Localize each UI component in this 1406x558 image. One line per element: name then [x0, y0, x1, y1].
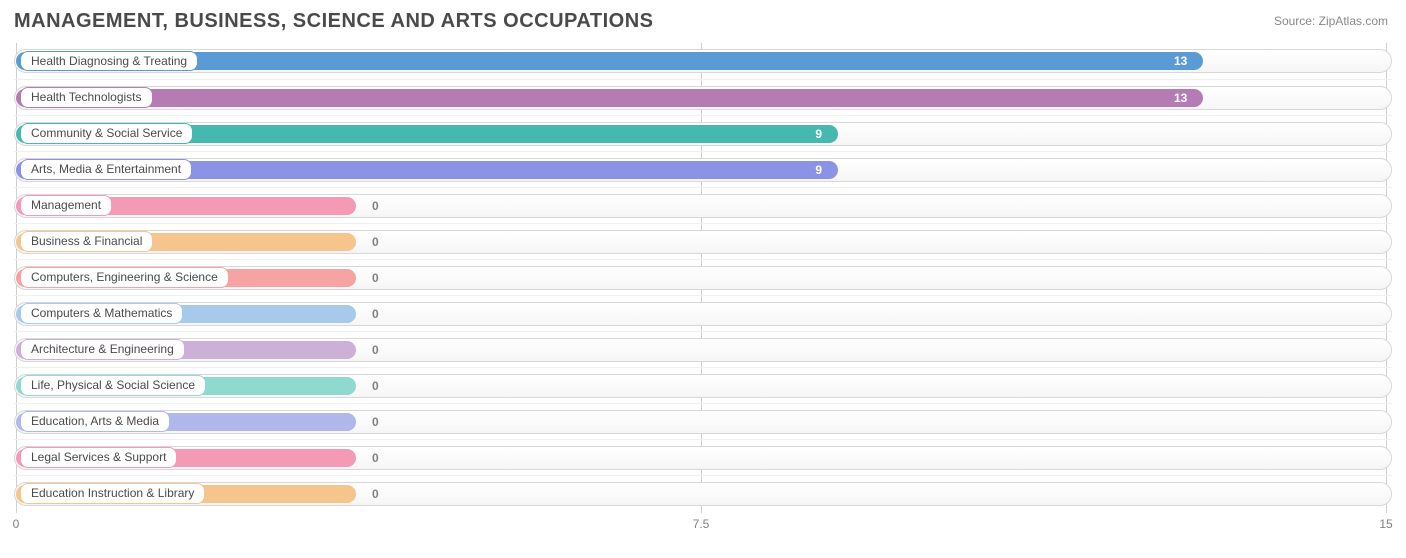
bar-value: 0 — [372, 199, 379, 213]
bar-fill: Community & Social Service 9 — [16, 125, 838, 143]
bar-row: Architecture & Engineering 0 — [14, 331, 1392, 367]
bar-label-pill: Health Diagnosing & Treating — [20, 51, 198, 71]
source-label: Source: — [1274, 14, 1315, 28]
bar-value: 0 — [372, 271, 379, 285]
bar-label-pill: Education Instruction & Library — [20, 483, 205, 503]
bar-fill: Business & Financial — [16, 233, 356, 251]
bar-value: 0 — [372, 451, 379, 465]
bar-row: Computers, Engineering & Science 0 — [14, 259, 1392, 295]
bar-row: Management 0 — [14, 187, 1392, 223]
bar-label-pill: Computers, Engineering & Science — [20, 267, 229, 287]
bar-label-pill: Computers & Mathematics — [20, 303, 183, 323]
x-tick-label: 0 — [13, 517, 20, 531]
chart-title: MANAGEMENT, BUSINESS, SCIENCE AND ARTS O… — [14, 10, 1392, 33]
bar-fill: Architecture & Engineering — [16, 341, 356, 359]
bar-fill: Legal Services & Support — [16, 449, 356, 467]
rows-wrap: Health Diagnosing & Treating13Health Tec… — [14, 43, 1392, 511]
bar-fill: Computers & Mathematics — [16, 305, 356, 323]
bar-label-pill: Business & Financial — [20, 231, 153, 251]
bar-row: Life, Physical & Social Science 0 — [14, 367, 1392, 403]
bar-value: 0 — [372, 487, 379, 501]
bar-label-pill: Legal Services & Support — [20, 447, 177, 467]
bar-label-pill: Community & Social Service — [20, 123, 193, 143]
x-axis: 0 7.5 15 — [14, 513, 1392, 537]
bar-row: Computers & Mathematics 0 — [14, 295, 1392, 331]
bar-row: Health Technologists 13 — [14, 79, 1392, 115]
bar-value: 9 — [815, 163, 822, 177]
bar-fill: Computers, Engineering & Science — [16, 269, 356, 287]
bar-value: 13 — [1174, 54, 1187, 68]
x-tick-label: 15 — [1379, 517, 1392, 531]
bar-fill: Management — [16, 197, 356, 215]
bar-row: Business & Financial 0 — [14, 223, 1392, 259]
bar-label-pill: Management — [20, 195, 112, 215]
bar-fill: Life, Physical & Social Science — [16, 377, 356, 395]
bar-row: Education, Arts & Media 0 — [14, 403, 1392, 439]
source-site: ZipAtlas.com — [1319, 14, 1388, 28]
bar-value: 13 — [1174, 91, 1187, 105]
bar-value: 0 — [372, 379, 379, 393]
plot-area: Health Diagnosing & Treating13Health Tec… — [14, 43, 1392, 538]
bar-fill: Health Diagnosing & Treating 13 — [16, 52, 1203, 70]
bar-value: 0 — [372, 235, 379, 249]
bar-label-pill: Architecture & Engineering — [20, 339, 185, 359]
bar-value: 0 — [372, 343, 379, 357]
bar-value: 9 — [815, 127, 822, 141]
bar-fill: Health Technologists 13 — [16, 89, 1203, 107]
bar-fill: Education Instruction & Library — [16, 485, 356, 503]
bar-value: 0 — [372, 415, 379, 429]
bar-row: Education Instruction & Library 0 — [14, 475, 1392, 511]
bar-label-pill: Life, Physical & Social Science — [20, 375, 206, 395]
bar-label-pill: Health Technologists — [20, 87, 153, 107]
bar-fill: Arts, Media & Entertainment 9 — [16, 161, 838, 179]
bar-row: Health Diagnosing & Treating 13 — [14, 43, 1392, 79]
bar-row: Legal Services & Support 0 — [14, 439, 1392, 475]
chart-container: MANAGEMENT, BUSINESS, SCIENCE AND ARTS O… — [0, 0, 1406, 546]
bar-label-pill: Arts, Media & Entertainment — [20, 159, 192, 179]
x-tick-label: 7.5 — [693, 517, 710, 531]
bar-row: Community & Social Service 9 — [14, 115, 1392, 151]
bar-row: Arts, Media & Entertainment 9 — [14, 151, 1392, 187]
bar-label-pill: Education, Arts & Media — [20, 411, 170, 431]
bar-value: 0 — [372, 307, 379, 321]
source-attribution: Source: ZipAtlas.com — [1274, 14, 1388, 28]
bar-fill: Education, Arts & Media — [16, 413, 356, 431]
